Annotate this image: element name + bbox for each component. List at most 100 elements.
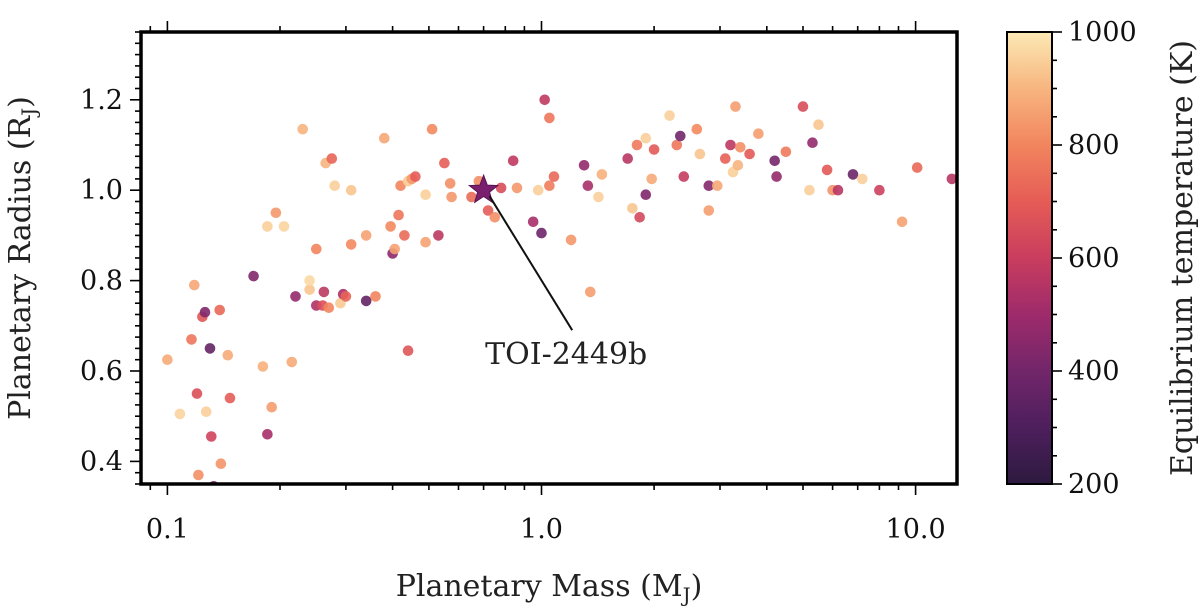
data-point xyxy=(821,164,833,176)
data-point xyxy=(691,123,703,135)
data-point xyxy=(204,343,216,354)
data-point xyxy=(360,230,372,241)
data-point xyxy=(370,291,381,302)
data-point xyxy=(444,178,456,189)
data-point xyxy=(832,184,844,196)
colorbar-tick-label: 200 xyxy=(1068,469,1120,500)
colorbar-tick-label: 600 xyxy=(1068,243,1120,274)
colorbar: 200 400 600 800 1000 Equilibrium temperature… xyxy=(1006,17,1200,500)
data-point xyxy=(426,123,438,135)
data-point xyxy=(266,401,278,413)
data-point xyxy=(402,345,414,357)
data-point xyxy=(720,153,731,164)
data-point xyxy=(631,139,643,151)
data-point xyxy=(189,279,200,291)
data-point xyxy=(385,221,396,232)
data-point xyxy=(379,132,390,144)
colorbar-ticks: 200 400 600 800 1000 xyxy=(1052,17,1137,500)
data-point xyxy=(199,306,211,318)
data-point xyxy=(627,203,638,214)
data-point xyxy=(191,388,203,399)
data-point xyxy=(439,157,450,169)
data-point xyxy=(482,205,494,216)
data-point xyxy=(565,234,577,246)
colorbar-tick-label: 400 xyxy=(1068,356,1120,387)
y-tick-label: 1.2 xyxy=(80,85,123,116)
data-point xyxy=(548,171,560,182)
data-point xyxy=(410,171,421,182)
data-point xyxy=(174,408,186,420)
data-points xyxy=(162,94,957,484)
data-point xyxy=(527,216,539,228)
data-point xyxy=(262,221,273,232)
data-point xyxy=(847,169,859,180)
data-point xyxy=(664,110,675,121)
data-point xyxy=(732,160,744,171)
data-point xyxy=(646,173,657,185)
data-point xyxy=(593,191,604,203)
data-point xyxy=(640,189,652,200)
data-point xyxy=(874,184,885,196)
data-point xyxy=(536,227,547,239)
data-point xyxy=(489,212,501,223)
data-point xyxy=(214,304,225,316)
data-point xyxy=(896,216,908,228)
data-point xyxy=(318,286,330,298)
data-point xyxy=(257,361,269,372)
data-point xyxy=(544,180,555,191)
data-point xyxy=(420,189,431,200)
y-tick-label: 0.6 xyxy=(80,356,123,387)
data-point xyxy=(539,94,550,106)
data-point xyxy=(446,191,457,203)
data-point xyxy=(585,286,596,298)
data-point xyxy=(797,101,809,112)
data-point xyxy=(286,356,298,368)
data-point xyxy=(433,230,444,241)
y-tick-label: 0.4 xyxy=(80,446,123,477)
colorbar-title: Equilibrium temperature (K) xyxy=(1165,40,1200,476)
data-point xyxy=(634,212,645,223)
data-point xyxy=(340,291,352,302)
data-point xyxy=(311,243,322,255)
highlight-layer xyxy=(467,173,500,204)
data-point xyxy=(215,458,227,470)
x-axis-title: Planetary Mass (MJ) xyxy=(396,569,703,607)
data-point xyxy=(290,291,301,302)
data-point xyxy=(648,144,660,155)
data-point xyxy=(420,236,431,248)
data-point xyxy=(596,169,608,180)
data-point xyxy=(671,139,683,151)
data-point xyxy=(200,406,212,418)
data-point xyxy=(270,207,282,219)
x-tick-label: 10.0 xyxy=(886,514,946,545)
data-point xyxy=(399,230,410,241)
data-point xyxy=(262,429,273,440)
data-point xyxy=(186,334,197,345)
data-point xyxy=(911,162,923,173)
data-point xyxy=(389,243,401,255)
data-point xyxy=(224,392,236,404)
data-point xyxy=(804,184,815,196)
annotation-layer: TOI-2449b xyxy=(485,195,647,372)
data-point xyxy=(326,153,338,164)
data-point xyxy=(323,302,335,314)
data-point xyxy=(360,295,372,307)
data-point xyxy=(297,123,309,135)
x-tick-label: 1.0 xyxy=(520,514,563,545)
y-tick-label: 1.0 xyxy=(80,175,123,206)
data-point xyxy=(193,469,204,481)
data-point xyxy=(703,180,715,191)
colorbar-tick-label: 1000 xyxy=(1068,17,1137,48)
data-point xyxy=(640,132,652,144)
data-point xyxy=(495,182,507,194)
data-point xyxy=(946,173,957,185)
x-axis: 0.1 1.0 10.0 xyxy=(146,21,946,545)
data-point xyxy=(304,284,315,295)
data-point xyxy=(278,221,290,232)
data-point xyxy=(248,270,259,282)
colorbar-tick-label: 800 xyxy=(1068,130,1120,161)
data-point xyxy=(532,184,544,196)
annotation-arrow xyxy=(488,195,574,331)
data-point xyxy=(725,139,736,151)
data-point xyxy=(578,160,590,171)
